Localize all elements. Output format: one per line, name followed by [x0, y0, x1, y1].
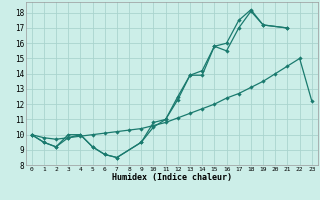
X-axis label: Humidex (Indice chaleur): Humidex (Indice chaleur) [112, 173, 232, 182]
